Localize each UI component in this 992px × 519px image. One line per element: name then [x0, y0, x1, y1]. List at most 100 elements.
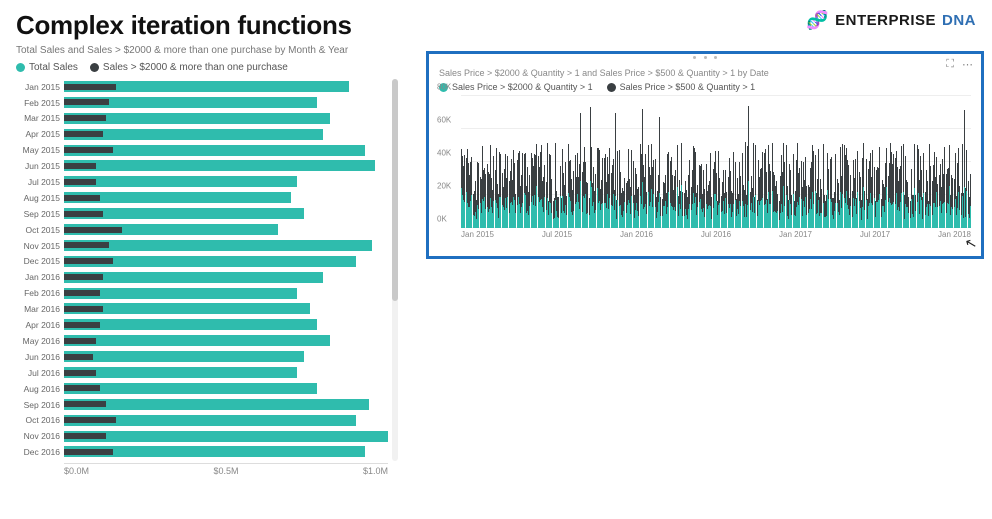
y-tick: 40K [437, 149, 451, 158]
table-row: Aug 2015 [64, 190, 388, 206]
bar-subset[interactable] [64, 338, 96, 344]
bar-subset[interactable] [64, 227, 122, 233]
y-tick: 80K [437, 83, 451, 92]
bar-subset[interactable] [64, 449, 113, 455]
table-row: Jan 2015 [64, 79, 388, 95]
bar-subset[interactable] [64, 242, 109, 248]
row-label: Dec 2016 [16, 448, 60, 457]
legend-swatch [607, 83, 616, 92]
legend-item: Sales Price > $500 & Quantity > 1 [607, 82, 756, 92]
right-legend: Sales Price > $2000 & Quantity > 1 Sales… [437, 82, 973, 92]
bar-subset[interactable] [64, 385, 100, 391]
row-label: Feb 2016 [16, 289, 60, 298]
bar-subset[interactable] [64, 147, 113, 153]
x-tick: Jul 2015 [542, 230, 572, 239]
bar-subset[interactable] [64, 433, 106, 439]
y-tick: 20K [437, 182, 451, 191]
bar-total[interactable] [64, 367, 297, 378]
row-label: Feb 2015 [16, 99, 60, 108]
row-label: Mar 2015 [16, 114, 60, 123]
table-row: Jun 2016 [64, 349, 388, 365]
table-row: Oct 2015 [64, 222, 388, 238]
dna-icon: 🧬 [806, 10, 829, 31]
bar-total[interactable] [64, 399, 369, 410]
row-label: Nov 2016 [16, 432, 60, 441]
legend-label: Sales Price > $2000 & Quantity > 1 [452, 82, 593, 92]
bar-total[interactable] [64, 272, 323, 283]
row-label: Apr 2016 [16, 321, 60, 330]
row-label: May 2016 [16, 337, 60, 346]
bar-subset[interactable] [64, 322, 100, 328]
right-line-chart[interactable]: ⛶ ⋯ Sales Price > $2000 & Quantity > 1 a… [426, 51, 984, 259]
bar-subset[interactable] [64, 370, 96, 376]
table-row: Jul 2015 [64, 174, 388, 190]
logo-word1: ENTERPRISE [835, 12, 936, 29]
row-label: Dec 2015 [16, 257, 60, 266]
row-label: Nov 2015 [16, 242, 60, 251]
x-tick: Jan 2017 [779, 230, 812, 239]
bar-subset[interactable] [64, 131, 103, 137]
legend-swatch [90, 63, 99, 72]
bar-total[interactable] [64, 176, 297, 187]
focus-mode-icon[interactable]: ⛶ [946, 58, 954, 71]
bar-total[interactable] [64, 335, 330, 346]
legend-label: Sales Price > $500 & Quantity > 1 [620, 82, 756, 92]
bar-subset[interactable] [64, 354, 93, 360]
table-row: Sep 2016 [64, 397, 388, 413]
left-legend: Total Sales Sales > $2000 & more than on… [16, 62, 406, 73]
row-label: Sep 2015 [16, 210, 60, 219]
table-row: Jan 2016 [64, 270, 388, 286]
bar-total[interactable] [64, 383, 317, 394]
bar-subset[interactable] [64, 195, 100, 201]
right-chart-title: Sales Price > $2000 & Quantity > 1 and S… [439, 68, 973, 78]
table-row: Mar 2015 [64, 111, 388, 127]
row-label: Jun 2016 [16, 353, 60, 362]
bar-total[interactable] [64, 319, 317, 330]
x-tick: $0.5M [213, 466, 238, 479]
bar-subset[interactable] [64, 211, 103, 217]
bar-subset[interactable] [64, 401, 106, 407]
bar-total[interactable] [64, 129, 323, 140]
bar-subset[interactable] [64, 84, 116, 90]
row-label: Sep 2016 [16, 401, 60, 410]
row-label: Mar 2016 [16, 305, 60, 314]
brand-logo: 🧬 ENTERPRISE DNA [806, 10, 976, 31]
bar-subset[interactable] [64, 179, 96, 185]
x-tick: Jul 2016 [701, 230, 731, 239]
table-row: Jul 2016 [64, 365, 388, 381]
row-label: Jan 2015 [16, 83, 60, 92]
bar-subset[interactable] [64, 258, 113, 264]
scrollbar-thumb[interactable] [392, 79, 398, 301]
legend-item: Sales Price > $2000 & Quantity > 1 [439, 82, 593, 92]
bar-subset[interactable] [64, 306, 103, 312]
bar-total[interactable] [64, 431, 388, 442]
page-title: Complex iteration functions [16, 10, 352, 41]
bar-subset[interactable] [64, 290, 100, 296]
x-tick: Jan 2016 [620, 230, 653, 239]
row-label: Jul 2016 [16, 369, 60, 378]
table-row: Oct 2016 [64, 413, 388, 429]
bar-subset[interactable] [64, 115, 106, 121]
bar-subset[interactable] [64, 163, 96, 169]
legend-label: Sales > $2000 & more than one purchase [103, 62, 288, 73]
row-label: Oct 2016 [16, 416, 60, 425]
bar-subset[interactable] [64, 99, 109, 105]
x-tick: $1.0M [363, 466, 388, 479]
x-axis: $0.0M $0.5M $1.0M [64, 463, 388, 479]
row-label: Aug 2015 [16, 194, 60, 203]
row-label: Jul 2015 [16, 178, 60, 187]
bar-subset[interactable] [64, 274, 103, 280]
bar-total[interactable] [64, 240, 372, 251]
bar-subset[interactable] [64, 417, 116, 423]
bar-total[interactable] [64, 351, 304, 362]
scrollbar[interactable] [392, 79, 398, 461]
left-bar-chart: Total Sales and Sales > $2000 & more tha… [16, 45, 406, 518]
row-label: Apr 2015 [16, 130, 60, 139]
drag-handle-icon[interactable] [693, 56, 717, 59]
more-options-icon[interactable]: ⋯ [962, 58, 973, 71]
legend-item-subset: Sales > $2000 & more than one purchase [90, 62, 288, 73]
bar-total[interactable] [64, 160, 375, 171]
right-x-axis: Jan 2015 Jul 2015 Jan 2016 Jul 2016 Jan … [461, 230, 971, 239]
cursor-icon: ↖ [963, 234, 979, 253]
row-label: Oct 2015 [16, 226, 60, 235]
